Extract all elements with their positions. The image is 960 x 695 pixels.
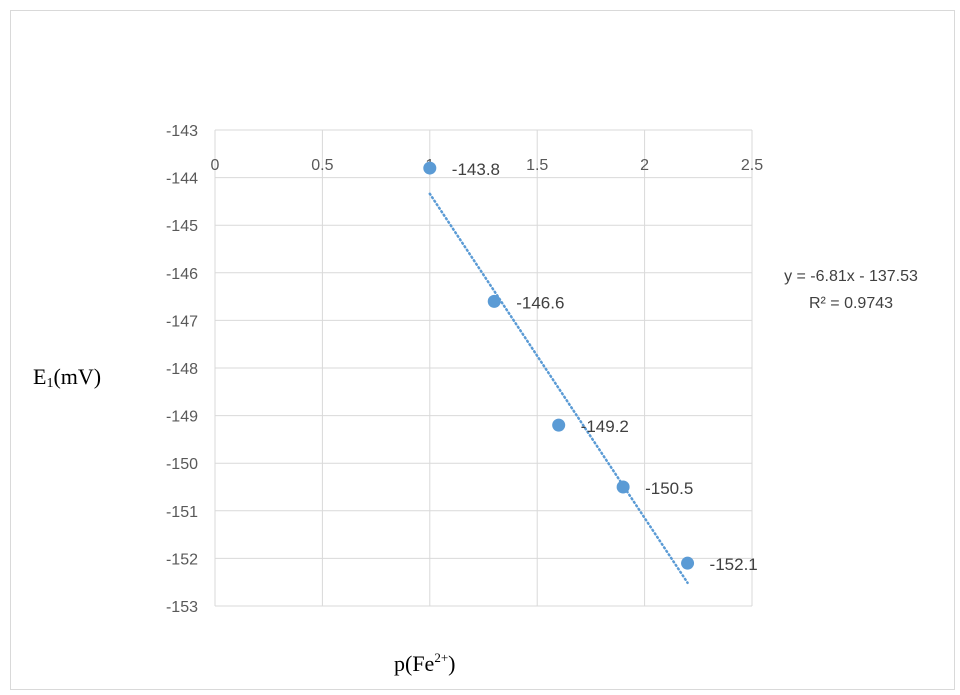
data-point [423,161,437,175]
y-axis-title-base: E [33,364,47,389]
y-tick-label: -143 [166,123,198,140]
x-axis-title: p(Fe2+) [394,650,456,677]
data-point [681,556,695,570]
y-tick-label: -153 [166,599,198,616]
x-tick-label: 0 [211,157,220,174]
data-point [616,480,630,494]
y-tick-label: -152 [166,551,198,568]
x-axis-title-superscript: 2+ [434,650,449,665]
data-points [423,161,695,570]
trendline-layer [428,192,689,585]
x-axis-title-base: p(Fe [394,651,435,676]
x-tick-label: 2 [640,157,649,174]
data-point [552,418,566,432]
data-label: -143.8 [452,160,500,179]
trendline-r-squared: R² = 0.9743 [809,295,893,312]
x-axis-title-tail: ) [448,651,456,676]
trendline [428,192,689,585]
y-tick-label: -145 [166,218,198,235]
chart-frame [10,10,955,690]
y-axis-title-tail: (mV) [53,364,102,389]
data-label: -152.1 [710,555,758,574]
tick-labels: 00.511.522.5-143-144-145-146-147-148-149… [166,123,763,616]
x-tick-label: 1.5 [526,157,548,174]
y-tick-label: -150 [166,456,198,473]
data-label: -149.2 [581,417,629,436]
y-tick-label: -148 [166,361,198,378]
data-point [487,294,501,308]
y-axis-title: E1(mV) [33,364,101,392]
trendline-equation: y = -6.81x - 137.53 [784,268,918,285]
grid-lines [214,129,753,607]
y-tick-label: -151 [166,504,198,521]
y-tick-label: -149 [166,409,198,426]
y-axis-title-subscript: 1 [46,376,54,391]
x-tick-label: 0.5 [311,157,333,174]
y-tick-label: -146 [166,266,198,283]
data-label: -146.6 [516,293,564,312]
y-tick-label: -147 [166,313,198,330]
x-tick-label: 2.5 [741,157,763,174]
y-tick-label: -144 [166,171,198,188]
data-label: -150.5 [645,479,693,498]
data-labels: -143.8 -146.6 -149.2 -150.5 -152.1 [452,160,758,574]
